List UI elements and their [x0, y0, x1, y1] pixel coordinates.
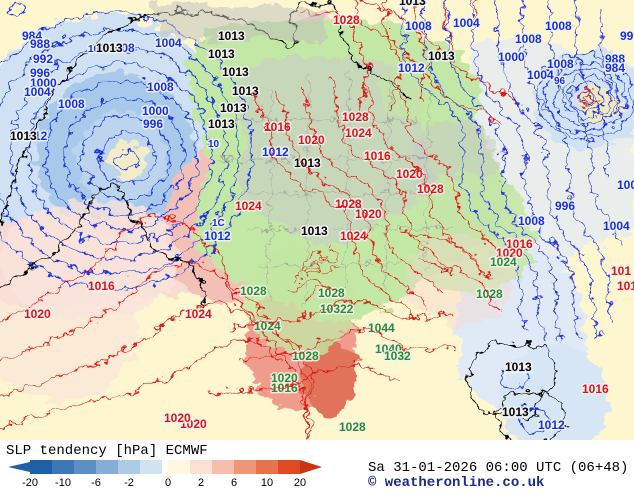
- svg-text:1028: 1028: [342, 110, 369, 124]
- svg-text:1024: 1024: [185, 307, 212, 321]
- svg-text:10: 10: [261, 477, 273, 489]
- svg-text:1012: 1012: [204, 229, 231, 243]
- svg-text:1013: 1013: [505, 360, 532, 374]
- svg-text:1020: 1020: [355, 207, 382, 221]
- svg-text:988: 988: [30, 37, 50, 51]
- svg-text:1004: 1004: [603, 219, 630, 233]
- svg-text:1C: 1C: [212, 218, 225, 229]
- svg-text:1016: 1016: [88, 279, 115, 293]
- svg-text:1008: 1008: [545, 19, 572, 33]
- svg-text:1004: 1004: [155, 36, 182, 50]
- svg-text:1024: 1024: [345, 126, 372, 140]
- svg-text:1024: 1024: [254, 319, 281, 333]
- svg-text:1028: 1028: [333, 13, 360, 27]
- svg-text:1008: 1008: [147, 80, 174, 94]
- svg-text:1020: 1020: [298, 133, 325, 147]
- svg-text:1000: 1000: [142, 104, 169, 118]
- svg-text:1000: 1000: [617, 178, 634, 192]
- svg-text:1008: 1008: [518, 214, 545, 228]
- svg-text:101: 101: [611, 264, 631, 278]
- svg-text:1004: 1004: [527, 68, 554, 82]
- svg-text:1016: 1016: [364, 149, 391, 163]
- svg-text:996: 996: [143, 117, 163, 131]
- svg-text:1016: 1016: [582, 382, 609, 396]
- svg-text:992: 992: [33, 52, 53, 66]
- svg-text:1044: 1044: [368, 321, 395, 335]
- svg-text:1013: 1013: [399, 0, 426, 8]
- svg-text:1012: 1012: [538, 418, 565, 432]
- svg-text:1032: 1032: [384, 349, 411, 363]
- svg-text:1000: 1000: [498, 50, 525, 64]
- svg-text:1028: 1028: [240, 284, 267, 298]
- svg-text:-20: -20: [22, 477, 38, 489]
- svg-text:1013: 1013: [301, 224, 328, 238]
- svg-text:1013: 1013: [208, 47, 235, 61]
- svg-text:-2: -2: [124, 477, 134, 489]
- svg-text:1004: 1004: [24, 85, 51, 99]
- svg-text:1013: 1013: [222, 65, 249, 79]
- svg-text:6: 6: [231, 477, 237, 489]
- svg-text:1024: 1024: [235, 199, 262, 213]
- svg-text:0: 0: [165, 477, 171, 489]
- svg-text:1013: 1013: [10, 129, 37, 143]
- svg-text:96: 96: [554, 76, 566, 87]
- svg-text:1013: 1013: [502, 405, 529, 419]
- svg-text:10: 10: [208, 139, 220, 150]
- svg-text:1013: 1013: [218, 29, 245, 43]
- svg-text:1028: 1028: [417, 182, 444, 196]
- svg-text:984: 984: [605, 61, 625, 75]
- svg-text:1028: 1028: [339, 420, 366, 434]
- svg-text:1020: 1020: [396, 167, 423, 181]
- svg-text:-10: -10: [55, 477, 71, 489]
- svg-text:99: 99: [620, 29, 634, 43]
- svg-text:1028: 1028: [292, 349, 319, 363]
- svg-text:1020: 1020: [24, 307, 51, 321]
- svg-text:1013: 1013: [96, 41, 123, 55]
- svg-text:1013: 1013: [220, 101, 247, 115]
- svg-text:1028: 1028: [476, 287, 503, 301]
- svg-text:1013: 1013: [428, 49, 455, 63]
- svg-text:1008: 1008: [405, 19, 432, 33]
- svg-text:1013: 1013: [208, 117, 235, 131]
- svg-text:1012: 1012: [398, 61, 425, 75]
- svg-text:1008: 1008: [515, 32, 542, 46]
- svg-text:1020: 1020: [164, 411, 191, 425]
- svg-text:996: 996: [555, 199, 575, 213]
- svg-text:2: 2: [198, 477, 204, 489]
- svg-text:101: 101: [617, 279, 634, 293]
- svg-text:-6: -6: [91, 477, 101, 489]
- svg-text:1004: 1004: [453, 16, 480, 30]
- svg-text:20: 20: [294, 477, 306, 489]
- svg-text:1024: 1024: [490, 255, 517, 269]
- svg-text:1008: 1008: [58, 97, 85, 111]
